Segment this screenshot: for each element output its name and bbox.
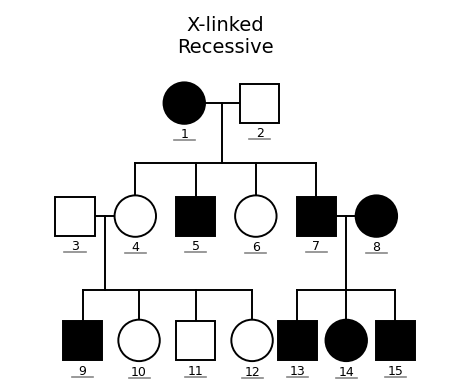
Bar — [63, 321, 102, 360]
Bar — [176, 321, 215, 360]
Text: 8: 8 — [373, 241, 380, 254]
Text: 11: 11 — [188, 365, 203, 377]
Bar — [176, 197, 215, 236]
Text: 10: 10 — [131, 366, 147, 378]
Bar — [55, 197, 95, 236]
Circle shape — [356, 195, 397, 237]
Circle shape — [235, 195, 276, 237]
Circle shape — [164, 82, 205, 124]
Text: 5: 5 — [191, 240, 200, 253]
Text: 6: 6 — [252, 241, 260, 254]
Circle shape — [326, 320, 367, 361]
Text: 4: 4 — [131, 241, 139, 254]
Text: X-linked
Recessive: X-linked Recessive — [177, 17, 274, 57]
Text: 2: 2 — [255, 127, 264, 140]
Text: 12: 12 — [244, 366, 260, 378]
Bar — [297, 197, 336, 236]
Text: 14: 14 — [338, 366, 354, 378]
Text: 9: 9 — [79, 365, 86, 377]
Text: 7: 7 — [312, 240, 320, 253]
Circle shape — [118, 320, 160, 361]
Circle shape — [115, 195, 156, 237]
Bar — [375, 321, 415, 360]
Bar — [240, 84, 279, 123]
Text: 15: 15 — [387, 365, 403, 377]
Text: 3: 3 — [71, 240, 79, 253]
Bar — [278, 321, 317, 360]
Text: 1: 1 — [180, 128, 188, 141]
Text: 13: 13 — [290, 365, 305, 377]
Circle shape — [231, 320, 273, 361]
